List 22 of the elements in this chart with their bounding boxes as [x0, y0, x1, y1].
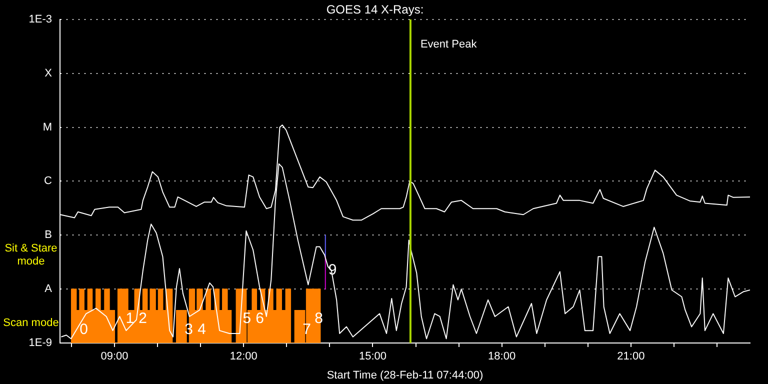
y-tick-label: X	[44, 67, 53, 80]
annotation: 4	[198, 320, 206, 338]
annotation: 6	[256, 310, 264, 328]
text: Sit & Stare mode	[4, 242, 58, 268]
y-tick-label: M	[42, 121, 52, 134]
x-tick-label: 18:00	[488, 350, 516, 363]
x-tick-label: 15:00	[358, 350, 386, 363]
x-tick-label: 21:00	[617, 350, 645, 363]
annotation: 1	[126, 310, 134, 328]
y-tick-label: B	[44, 229, 52, 242]
y-tick-label: 1E-3	[28, 13, 52, 26]
ref-line-label: Event Peak	[420, 38, 478, 50]
y-tick-label: A	[44, 283, 53, 296]
text: Scan mode	[3, 317, 59, 330]
annotation: 0	[80, 320, 88, 338]
x-axis-title: Start Time (28-Feb-11 07:44:00)	[326, 369, 484, 382]
y-tick-label: C	[44, 175, 52, 188]
x-tick-label: 09:00	[100, 350, 128, 363]
x-tick-label: 12:00	[230, 350, 258, 363]
chart-title: GOES 14 X-Rays:	[326, 2, 424, 17]
y-tick-label: 1E-9	[28, 337, 52, 350]
annotation: 2	[138, 310, 147, 328]
